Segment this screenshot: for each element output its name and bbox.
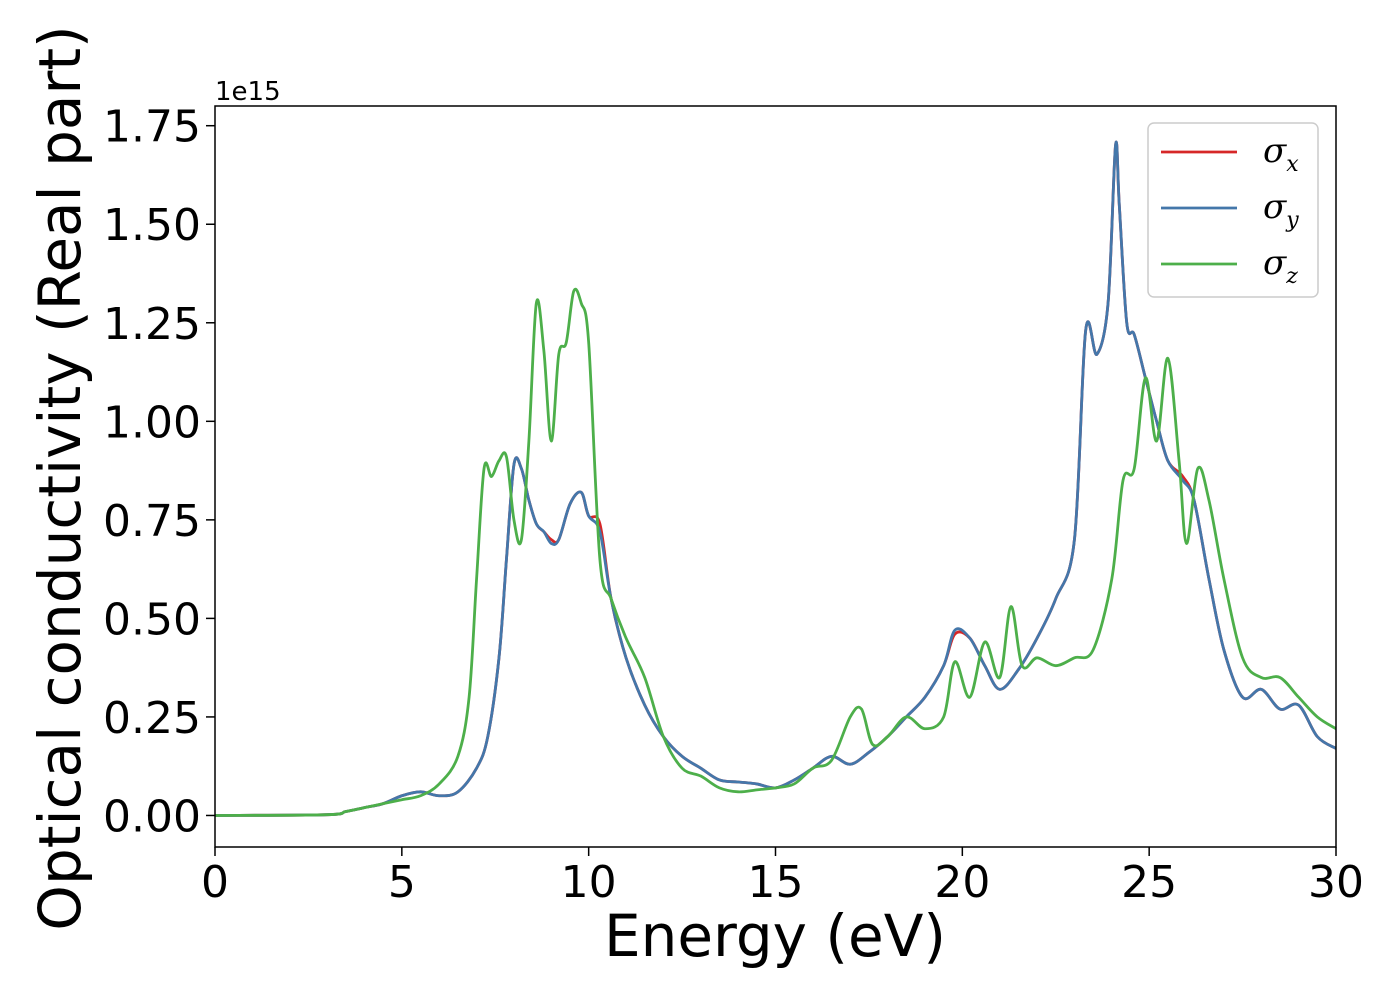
y-tick-label: 1.00 <box>103 397 201 448</box>
y-axis-title: Optical conductivity (Real part) <box>26 25 94 930</box>
x-tick-label: 5 <box>388 857 416 908</box>
x-tick-label: 30 <box>1308 857 1364 908</box>
series-line-z <box>215 287 1336 817</box>
y-tick-label: 0.75 <box>103 496 201 547</box>
x-tick-label: 0 <box>201 857 229 908</box>
x-axis-title: Energy (eV) <box>604 902 946 970</box>
legend-box <box>1147 122 1319 298</box>
x-tick-label: 25 <box>1121 857 1177 908</box>
x-tick-label: 15 <box>748 857 804 908</box>
series-layer <box>215 140 1336 817</box>
y-tick-label: 1.50 <box>103 200 201 251</box>
y-tick-label: 0.50 <box>103 594 201 645</box>
y-axis-ticks: 0.00 0.25 0.50 0.75 1.00 1.25 1.50 1.75 <box>103 102 215 842</box>
y-tick-label: 1.25 <box>103 299 201 350</box>
y-tick-label: 0.00 <box>103 791 201 842</box>
x-axis-ticks: 0 5 10 15 20 25 30 <box>201 847 1364 908</box>
y-tick-label: 1.75 <box>103 102 201 153</box>
x-tick-label: 20 <box>934 857 990 908</box>
y-offset-label: 1e15 <box>215 77 281 107</box>
x-tick-label: 10 <box>561 857 617 908</box>
y-tick-label: 0.25 <box>103 693 201 744</box>
